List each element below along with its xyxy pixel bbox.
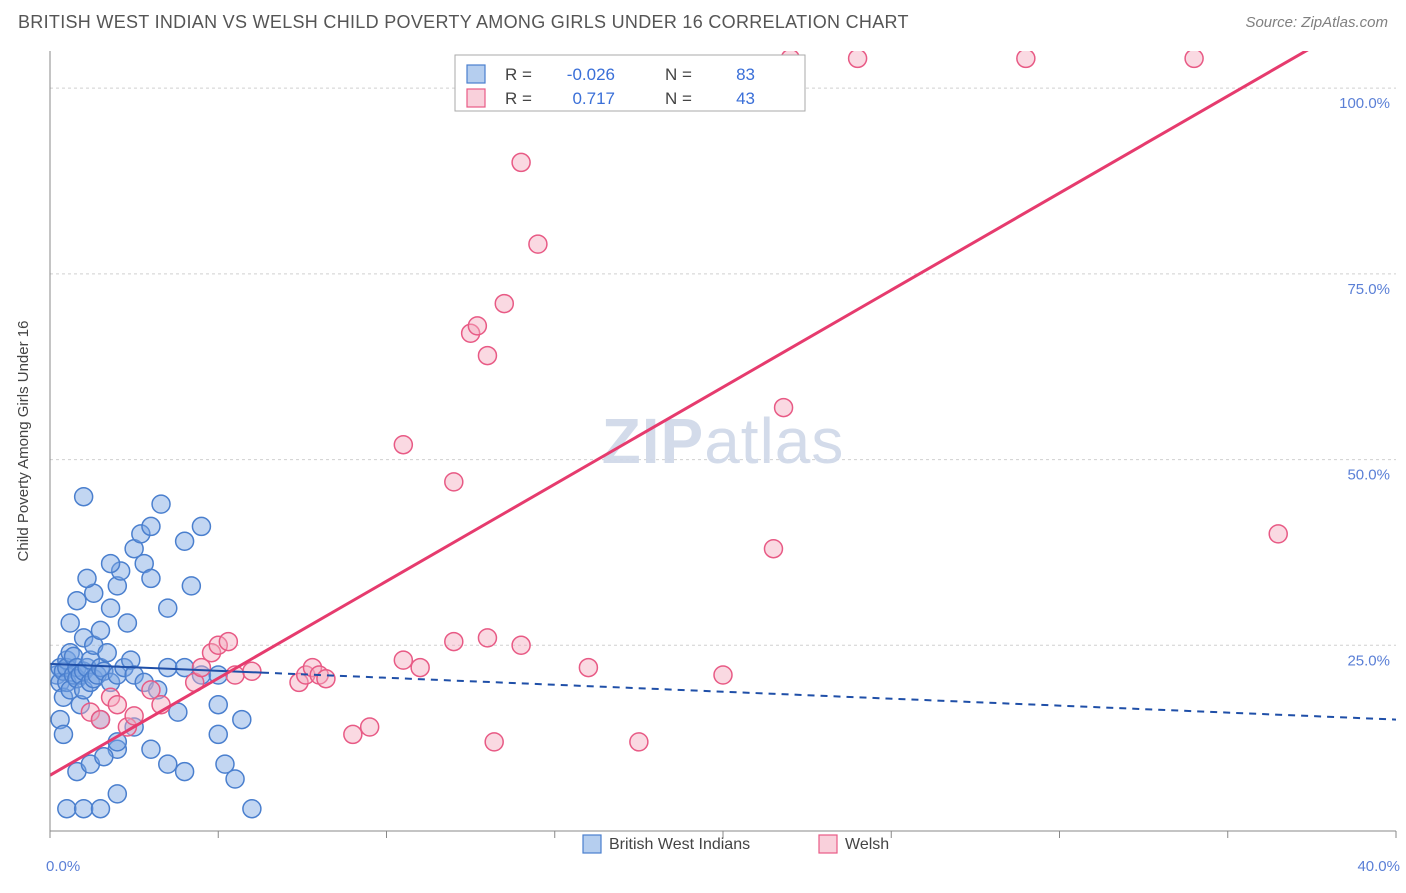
x-tick-label: 40.0% [1357, 858, 1400, 875]
watermark: ZIPatlas [602, 405, 845, 477]
scatter-point [108, 785, 126, 803]
y-tick-label: 100.0% [1339, 95, 1390, 112]
scatter-point [529, 235, 547, 253]
scatter-point [78, 569, 96, 587]
scatter-point [630, 733, 648, 751]
legend-r-label: R = [505, 89, 532, 108]
legend-r-value: -0.026 [567, 65, 615, 84]
scatter-point [579, 659, 597, 677]
legend-r-label: R = [505, 65, 532, 84]
scatter-point [775, 399, 793, 417]
legend-swatch [467, 89, 485, 107]
scatter-point [233, 711, 251, 729]
legend-n-value: 43 [736, 89, 755, 108]
legend-r-value: 0.717 [572, 89, 615, 108]
scatter-point [108, 696, 126, 714]
scatter-point [54, 725, 72, 743]
scatter-point [1017, 49, 1035, 67]
scatter-point [512, 636, 530, 654]
scatter-point [495, 295, 513, 313]
scatter-point [91, 621, 109, 639]
scatter-point [445, 473, 463, 491]
scatter-point [485, 733, 503, 751]
scatter-point [209, 725, 227, 743]
source-credit: Source: ZipAtlas.com [1245, 14, 1388, 31]
legend-swatch [583, 835, 601, 853]
scatter-point [226, 770, 244, 788]
scatter-point [142, 517, 160, 535]
scatter-point [478, 347, 496, 365]
scatter-point [478, 629, 496, 647]
legend-n-value: 83 [736, 65, 755, 84]
scatter-point [176, 532, 194, 550]
scatter-point [152, 495, 170, 513]
scatter-point [68, 592, 86, 610]
scatter-point [118, 614, 136, 632]
scatter-point [102, 599, 120, 617]
legend-swatch [819, 835, 837, 853]
scatter-point [95, 748, 113, 766]
scatter-point [61, 614, 79, 632]
y-axis-label: Child Poverty Among Girls Under 16 [15, 321, 32, 562]
scatter-point [344, 725, 362, 743]
scatter-point [98, 644, 116, 662]
trend-line-dashed [262, 673, 1396, 720]
scatter-point [1185, 49, 1203, 67]
scatter-point [182, 577, 200, 595]
legend-series-label: British West Indians [609, 836, 750, 853]
scatter-point [102, 555, 120, 573]
y-tick-label: 75.0% [1347, 281, 1390, 298]
scatter-point [317, 670, 335, 688]
scatter-point [714, 666, 732, 684]
x-tick-label: 0.0% [46, 858, 80, 875]
stats-legend: R = -0.026 N = 83 R = 0.717 N = 43 [455, 55, 805, 111]
scatter-point [176, 763, 194, 781]
scatter-point [468, 317, 486, 335]
scatter-point [159, 755, 177, 773]
scatter-point [411, 659, 429, 677]
scatter-point [361, 718, 379, 736]
scatter-point [91, 800, 109, 818]
correlation-chart: ZIPatlas 0.0% 40.0% 25.0% 50.0% 75.0% 100.0% Ch… [0, 41, 1406, 893]
y-tick-label: 25.0% [1347, 652, 1390, 669]
scatter-point [219, 633, 237, 651]
scatter-point [91, 711, 109, 729]
scatter-point [394, 436, 412, 454]
page-title: BRITISH WEST INDIAN VS WELSH CHILD POVER… [18, 12, 909, 33]
legend-series-label: Welsh [845, 836, 889, 853]
scatter-point [209, 696, 227, 714]
scatter-point [445, 633, 463, 651]
scatter-point [192, 517, 210, 535]
scatter-point [75, 488, 93, 506]
y-tick-label: 50.0% [1347, 467, 1390, 484]
scatter-point [58, 800, 76, 818]
scatter-point [159, 599, 177, 617]
scatter-point [142, 740, 160, 758]
legend-n-label: N = [665, 65, 692, 84]
scatter-point [764, 540, 782, 558]
scatter-point [243, 800, 261, 818]
legend-n-label: N = [665, 89, 692, 108]
scatter-point [849, 49, 867, 67]
scatter-point [512, 153, 530, 171]
scatter-point [394, 651, 412, 669]
series-legend: British West Indians Welsh [583, 835, 889, 853]
scatter-point [1269, 525, 1287, 543]
scatter-point [75, 800, 93, 818]
scatter-point [142, 569, 160, 587]
legend-swatch [467, 65, 485, 83]
